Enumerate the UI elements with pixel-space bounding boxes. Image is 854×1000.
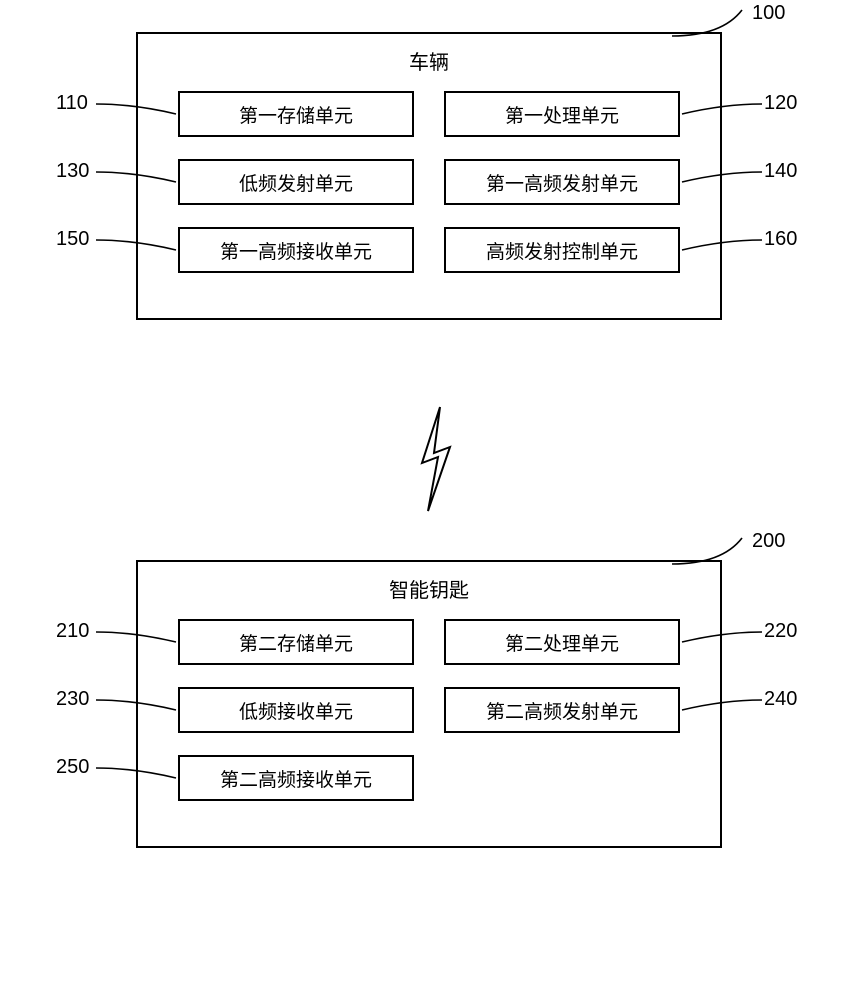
key-title: 智能钥匙: [138, 562, 720, 611]
unit-120: 第一处理单元: [444, 91, 680, 137]
unit-110: 第一存储单元: [178, 91, 414, 137]
vehicle-title: 车辆: [138, 34, 720, 83]
unit-110-label: 第一存储单元: [239, 101, 353, 128]
unit-160-label: 高频发射控制单元: [486, 237, 638, 264]
ref-200: 200: [752, 530, 785, 553]
unit-140: 第一高频发射单元: [444, 159, 680, 205]
unit-150-label: 第一高频接收单元: [220, 237, 372, 264]
unit-230: 低频接收单元: [178, 687, 414, 733]
vehicle-block: 车辆 第一存储单元 第一处理单元 低频发射单元 第一高频发射单元 第一高频接收单…: [136, 32, 722, 320]
unit-240: 第二高频发射单元: [444, 687, 680, 733]
unit-220: 第二处理单元: [444, 619, 680, 665]
vehicle-units: 第一存储单元 第一处理单元 低频发射单元 第一高频发射单元 第一高频接收单元 高…: [138, 83, 720, 301]
unit-140-label: 第一高频发射单元: [486, 169, 638, 196]
key-units: 第二存储单元 第二处理单元 低频接收单元 第二高频发射单元 第二高频接收单元: [138, 611, 720, 829]
ref-100: 100: [752, 2, 785, 25]
key-block: 智能钥匙 第二存储单元 第二处理单元 低频接收单元 第二高频发射单元 第二高频接…: [136, 560, 722, 848]
wireless-icon: [410, 405, 460, 515]
unit-130: 低频发射单元: [178, 159, 414, 205]
ref-140: 140: [764, 160, 797, 183]
unit-250-label: 第二高频接收单元: [220, 765, 372, 792]
ref-110: 110: [56, 92, 88, 115]
ref-230: 230: [56, 688, 89, 711]
ref-130: 130: [56, 160, 89, 183]
unit-160: 高频发射控制单元: [444, 227, 680, 273]
ref-250: 250: [56, 756, 89, 779]
ref-120: 120: [764, 92, 797, 115]
ref-160: 160: [764, 228, 797, 251]
ref-150: 150: [56, 228, 89, 251]
unit-240-label: 第二高频发射单元: [486, 697, 638, 724]
unit-130-label: 低频发射单元: [239, 169, 353, 196]
ref-240: 240: [764, 688, 797, 711]
unit-220-label: 第二处理单元: [505, 629, 619, 656]
unit-230-label: 低频接收单元: [239, 697, 353, 724]
unit-210: 第二存储单元: [178, 619, 414, 665]
unit-120-label: 第一处理单元: [505, 101, 619, 128]
ref-220: 220: [764, 620, 797, 643]
ref-210: 210: [56, 620, 89, 643]
unit-210-label: 第二存储单元: [239, 629, 353, 656]
unit-empty: [444, 755, 680, 801]
unit-250: 第二高频接收单元: [178, 755, 414, 801]
unit-150: 第一高频接收单元: [178, 227, 414, 273]
